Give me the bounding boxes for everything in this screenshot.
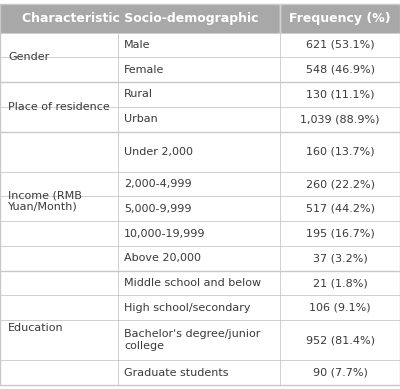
Bar	[0, 33, 400, 57]
Text: Graduate students: Graduate students	[124, 368, 228, 378]
Bar	[0, 57, 400, 82]
Text: Bachelor's degree/junior
college: Bachelor's degree/junior college	[124, 329, 260, 351]
Bar	[0, 360, 400, 385]
Bar	[0, 172, 400, 196]
Text: 621 (53.1%): 621 (53.1%)	[306, 40, 374, 50]
Text: 21 (1.8%): 21 (1.8%)	[313, 278, 367, 288]
Bar	[0, 221, 400, 246]
Bar	[0, 320, 400, 360]
Text: 1,039 (88.9%): 1,039 (88.9%)	[300, 114, 380, 124]
Text: Rural: Rural	[124, 89, 153, 100]
Text: 195 (16.7%): 195 (16.7%)	[306, 229, 374, 238]
Text: 952 (81.4%): 952 (81.4%)	[306, 335, 374, 345]
Text: Above 20,000: Above 20,000	[124, 253, 201, 263]
Text: Characteristic Socio-demographic: Characteristic Socio-demographic	[22, 12, 258, 25]
Bar	[0, 271, 400, 296]
Text: 130 (11.1%): 130 (11.1%)	[306, 89, 374, 100]
Bar	[0, 296, 400, 320]
Text: 160 (13.7%): 160 (13.7%)	[306, 147, 374, 157]
Text: 90 (7.7%): 90 (7.7%)	[312, 368, 368, 378]
Text: 10,000-19,999: 10,000-19,999	[124, 229, 206, 238]
Text: Frequency (%): Frequency (%)	[289, 12, 391, 25]
Text: High school/secondary: High school/secondary	[124, 303, 250, 313]
Bar	[0, 131, 400, 172]
Text: 37 (3.2%): 37 (3.2%)	[313, 253, 367, 263]
Text: Gender: Gender	[8, 53, 49, 62]
Bar	[0, 4, 400, 33]
Text: Middle school and below: Middle school and below	[124, 278, 261, 288]
Bar	[0, 196, 400, 221]
Text: 5,000-9,999: 5,000-9,999	[124, 204, 192, 214]
Bar	[0, 82, 400, 107]
Text: 106 (9.1%): 106 (9.1%)	[309, 303, 371, 313]
Text: Under 2,000: Under 2,000	[124, 147, 193, 157]
Text: Female: Female	[124, 65, 164, 75]
Text: Place of residence: Place of residence	[8, 102, 110, 112]
Text: 548 (46.9%): 548 (46.9%)	[306, 65, 374, 75]
Bar	[0, 246, 400, 271]
Text: 517 (44.2%): 517 (44.2%)	[306, 204, 374, 214]
Bar	[0, 107, 400, 131]
Text: Education: Education	[8, 323, 64, 333]
Text: Income (RMB
Yuan/Month): Income (RMB Yuan/Month)	[8, 190, 82, 212]
Text: Urban: Urban	[124, 114, 158, 124]
Text: 260 (22.2%): 260 (22.2%)	[306, 179, 374, 189]
Text: 2,000-4,999: 2,000-4,999	[124, 179, 192, 189]
Text: Male: Male	[124, 40, 150, 50]
